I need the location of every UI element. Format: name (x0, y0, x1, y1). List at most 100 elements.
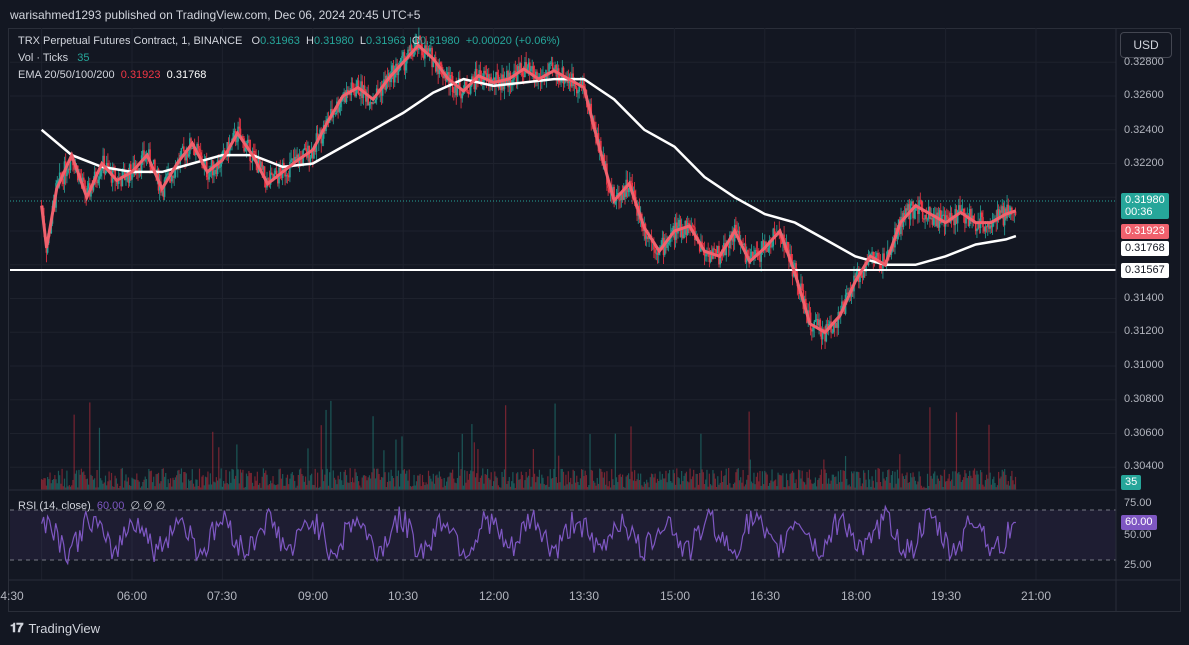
candle-body (262, 166, 265, 170)
volume-bar (88, 484, 90, 490)
volume-bar (741, 482, 743, 490)
volume-bar (239, 469, 242, 490)
volume-bar (220, 468, 222, 490)
volume-bar (771, 469, 773, 490)
volume-bar (225, 469, 227, 490)
volume-bar (742, 469, 744, 490)
volume-bar (490, 472, 492, 490)
volume-bar (937, 478, 939, 490)
volume-bar (805, 484, 807, 490)
candle-body (316, 133, 319, 142)
footer-brand[interactable]: ⁠𝟏𝟕 TradingView (10, 620, 100, 636)
volume-bar (976, 470, 978, 490)
price-tick: 0.31200 (1124, 325, 1164, 337)
volume-bar (168, 483, 170, 490)
volume-bar (242, 469, 244, 490)
ema-legend[interactable]: EMA 20/50/100/200 0.31923 0.31768 (18, 69, 206, 81)
volume-bar (196, 479, 198, 490)
candle-body (222, 150, 225, 152)
candle-body (366, 94, 368, 102)
volume-bar (62, 486, 64, 490)
candle-body (913, 210, 916, 219)
candle-body (477, 80, 479, 82)
volume-bar (984, 480, 986, 490)
volume-bar (796, 487, 798, 490)
volume-bar (425, 482, 427, 490)
candle-body (978, 222, 981, 228)
volume-bar (703, 484, 706, 490)
volume-bar (423, 482, 425, 490)
candle-body (709, 250, 712, 263)
volume-bar (893, 487, 895, 490)
candle-body (238, 126, 241, 129)
volume-bar (697, 484, 700, 490)
volume-legend[interactable]: Vol · Ticks 35 (18, 52, 90, 64)
volume-bar (994, 483, 996, 490)
volume-bar (180, 468, 183, 490)
volume-bar (573, 471, 575, 490)
volume-bar (917, 481, 919, 490)
volume-bar (255, 480, 257, 490)
volume-bar (208, 484, 210, 490)
candle-body (871, 251, 873, 255)
volume-bar (136, 473, 138, 490)
candle-body (426, 48, 429, 54)
volume-bar (612, 479, 614, 490)
currency-button[interactable]: USD (1120, 32, 1172, 58)
volume-bar (623, 486, 625, 490)
volume-bar (443, 478, 445, 490)
candle-body (214, 170, 216, 171)
candle-body (630, 180, 632, 183)
candle-body (242, 136, 244, 139)
volume-bar (644, 483, 647, 490)
candle-body (261, 162, 263, 170)
candle-body (248, 139, 250, 141)
volume-bar (362, 475, 365, 490)
candle-body (170, 175, 173, 182)
volume-bar (775, 479, 777, 490)
candle-body (291, 158, 294, 160)
volume-bar (118, 487, 120, 490)
volume-bar (226, 483, 228, 490)
ohlc-legend[interactable]: TRX Perpetual Futures Contract, 1, BINAN… (18, 35, 560, 47)
volume-bar (970, 475, 972, 490)
candle-body (560, 78, 562, 83)
volume-bar (482, 468, 484, 490)
volume-bar (923, 486, 925, 490)
volume-bar (948, 473, 950, 490)
volume-bar (137, 480, 139, 490)
price-tick: 0.31000 (1124, 359, 1164, 371)
volume-bar (174, 477, 176, 490)
volume-bar (139, 487, 142, 490)
volume-bar (506, 484, 508, 490)
volume-bar (303, 481, 305, 490)
candle-body (473, 79, 476, 90)
candle-body (762, 241, 765, 250)
candle-body (402, 52, 404, 57)
volume-bar (160, 481, 162, 490)
volume-bar (153, 476, 155, 490)
candle-body (931, 217, 934, 225)
volume-bar (190, 480, 192, 490)
volume-bar (341, 480, 343, 490)
candle-body (69, 157, 72, 171)
candle-body (172, 175, 174, 178)
volume-bar (906, 472, 908, 490)
volume-bar (1010, 476, 1012, 490)
volume-bar (875, 469, 877, 490)
volume-bar (826, 483, 829, 490)
candle-body (404, 63, 407, 71)
low-value: 0.31963 (365, 35, 406, 47)
rsi-legend[interactable]: RSI (14, close) 60.00 ∅ ∅ ∅ (18, 499, 165, 512)
volume-bar (84, 474, 86, 490)
candle-body (589, 103, 591, 107)
volume-bar (940, 474, 942, 490)
candle-body (859, 272, 861, 283)
volume-bar (914, 480, 917, 490)
candle-body (761, 241, 764, 250)
candle-body (338, 107, 341, 112)
volume-bar (178, 469, 180, 490)
volume-bar (471, 424, 473, 490)
candle-body (932, 217, 935, 225)
